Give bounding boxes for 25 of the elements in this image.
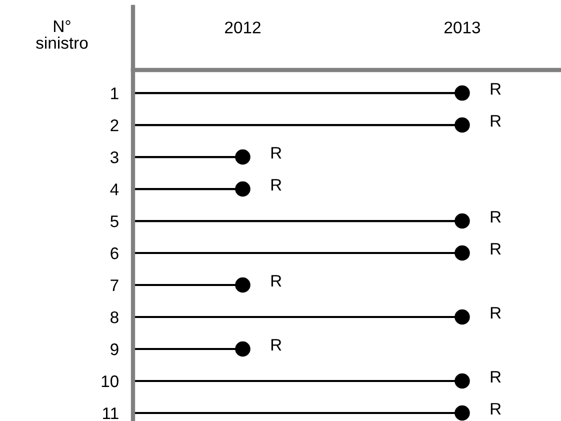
y-tick-label: 4 — [110, 184, 119, 196]
data-label: R — [490, 115, 501, 127]
x-tick-label: 2012 — [225, 22, 260, 34]
y-tick-label: 5 — [110, 216, 118, 228]
y-tick-label: 10 — [102, 375, 118, 388]
data-label: R — [490, 83, 501, 95]
data-label: R — [271, 179, 282, 191]
y-tick-label: 9 — [110, 343, 118, 356]
data-label: R — [271, 275, 282, 287]
data-label: R — [490, 211, 501, 223]
y-tick-label: 2 — [110, 119, 118, 132]
data-label: R — [271, 147, 282, 159]
y-tick-label: 6 — [110, 247, 118, 260]
y-tick-label: 11 — [103, 408, 118, 420]
data-label: R — [490, 307, 501, 319]
y-tick-label: 8 — [110, 311, 118, 324]
data-label: R — [490, 371, 501, 383]
y-tick-label: 1 — [111, 88, 118, 100]
y-tick-label: 3 — [110, 151, 118, 164]
data-label: R — [490, 403, 501, 415]
x-tick-label: 2013 — [444, 22, 480, 34]
y-tick-label: 7 — [110, 280, 118, 292]
data-label: R — [490, 243, 501, 255]
data-label: R — [271, 339, 282, 351]
y-axis-title: N° sinistro — [36, 20, 88, 49]
